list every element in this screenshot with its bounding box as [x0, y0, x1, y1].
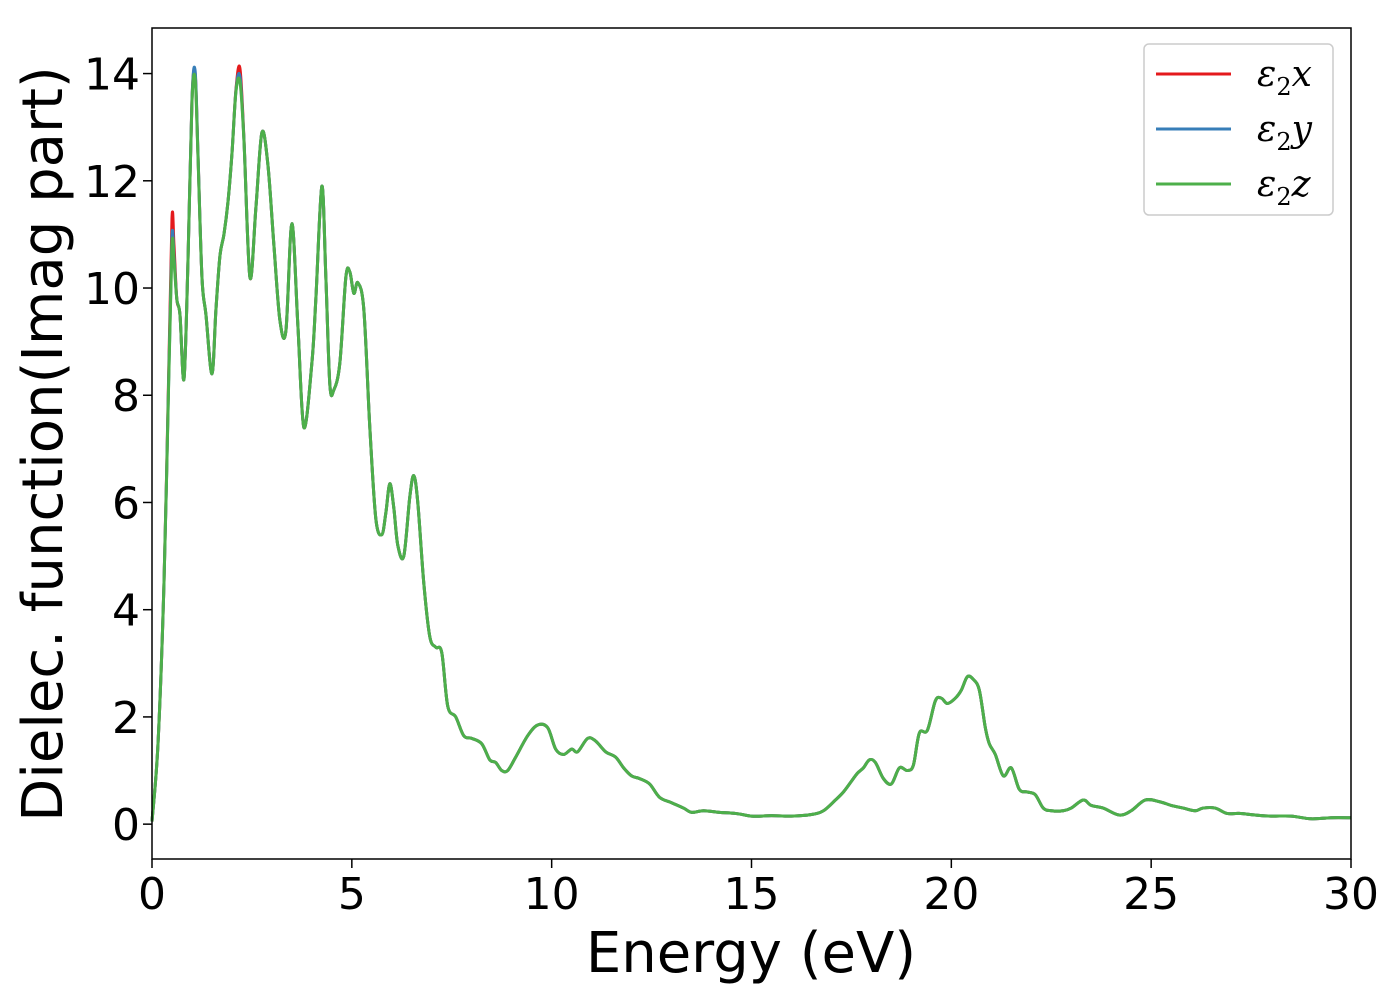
x-axis-label: Energy (eV): [586, 921, 916, 986]
y-axis-label: Dielec. function(Imag part): [11, 66, 76, 822]
x-tick-label: 10: [524, 869, 580, 920]
y-axis: 0 2 4 6 8 10 12 14: [84, 50, 152, 851]
y-tick-label: 6: [112, 478, 140, 529]
series-line-3: [150, 72, 1352, 822]
y-tick-label: 4: [112, 586, 140, 637]
y-tick-label: 12: [84, 157, 140, 208]
x-axis: 0 5 10 15 20 25 30: [138, 859, 1379, 920]
x-tick-label: 20: [923, 869, 979, 920]
legend-label-3: ε2z: [1257, 164, 1312, 211]
legend: ε2x ε2y ε2z: [1143, 43, 1334, 216]
y-tick-label: 10: [84, 264, 140, 315]
series-layer: [150, 64, 1352, 822]
x-tick-label: 30: [1323, 869, 1379, 920]
x-tick-label: 5: [338, 869, 366, 920]
y-tick-label: 14: [84, 50, 140, 101]
x-tick-label: 25: [1123, 869, 1179, 920]
legend-label-2: ε2y: [1257, 109, 1313, 156]
x-tick-label: 15: [724, 869, 780, 920]
y-tick-label: 2: [112, 693, 140, 744]
legend-box: [1143, 43, 1334, 216]
legend-label-1: ε2x: [1257, 54, 1312, 101]
y-tick-label: 0: [112, 800, 140, 851]
y-tick-label: 8: [112, 371, 140, 422]
x-tick-label: 0: [138, 869, 166, 920]
